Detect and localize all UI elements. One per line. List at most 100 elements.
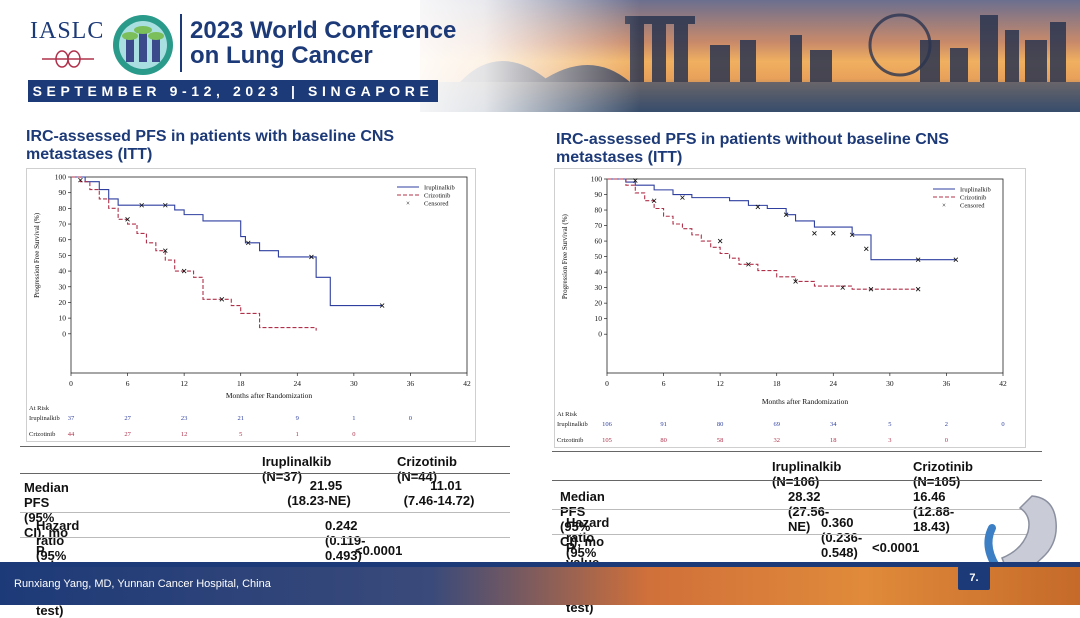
risk-count: 5 [888, 421, 891, 428]
plot-area-border [606, 178, 1004, 374]
risk-count: 37 [68, 415, 75, 422]
censored-mark [309, 254, 314, 260]
left-p-value: <0.0001 [355, 543, 403, 558]
x-tick-label: 24 [294, 379, 302, 388]
legend-entry: Iruplinalkib [424, 185, 455, 192]
x-tick-label: 12 [180, 379, 188, 388]
censored-mark [793, 279, 798, 284]
right-col-header-iruplinalkib: Iruplinalkib (N=106) [772, 459, 842, 489]
censored-mark [125, 217, 130, 222]
y-tick-label: 60 [595, 237, 603, 246]
x-tick-label: 42 [999, 379, 1007, 388]
censored-mark [633, 178, 638, 183]
y-tick-label: 40 [59, 267, 67, 276]
risk-count: 80 [660, 437, 667, 444]
left-hr-value: 0.242 (0.119-0.493) [325, 518, 366, 563]
y-tick-label: 0 [62, 329, 66, 338]
risk-count: 58 [717, 437, 724, 444]
at-risk-label: At Risk [29, 405, 50, 412]
legend-censored-symbol: × [942, 202, 946, 210]
page-number: 7. [958, 566, 990, 590]
iruplinalkib-survival-curve [71, 176, 383, 307]
x-tick-label: 42 [463, 379, 471, 388]
left-table-top-rule [20, 446, 510, 447]
y-tick-label: 100 [591, 175, 603, 184]
censored-mark [953, 257, 959, 262]
y-tick-label: 20 [59, 298, 67, 307]
censored-mark [717, 238, 723, 244]
censored-mark [163, 248, 168, 253]
right-median-crizotinib: 16.46 (12.88-18.43) [913, 489, 955, 534]
censored-mark [219, 297, 225, 302]
censored-mark [849, 232, 855, 238]
y-tick-label: 10 [595, 314, 603, 323]
risk-count: 27 [124, 431, 131, 438]
conference-banner: IASLC 2023 World Conference on Lung Canc… [0, 0, 1080, 112]
y-tick-label: 50 [595, 252, 603, 261]
risk-count: 0 [409, 415, 412, 422]
legend-entry: Crizotinib [424, 193, 450, 200]
at-risk-label: At Risk [557, 411, 578, 418]
x-axis-label: Months after Randomization [226, 391, 312, 400]
censored-mark [864, 246, 869, 252]
censored-mark [915, 257, 921, 262]
y-tick-label: 90 [59, 188, 67, 197]
y-tick-label: 70 [595, 221, 603, 230]
risk-count: 106 [602, 421, 613, 428]
censored-mark [755, 204, 761, 210]
censored-mark [78, 177, 83, 183]
legend-entry: Crizotinib [960, 195, 986, 202]
iaslc-logo: IASLC [30, 18, 105, 44]
y-tick-label: 80 [59, 204, 67, 213]
censored-mark [139, 202, 144, 208]
y-tick-label: 100 [55, 173, 67, 182]
censored-mark [746, 262, 751, 267]
conference-dates: SEPTEMBER 9-12, 2023 | SINGAPORE [28, 80, 438, 102]
iaslc-lung-emblem [42, 50, 94, 68]
presenter-credit: Runxiang Yang, MD, Yunnan Cancer Hospita… [14, 578, 271, 590]
right-chart-title: IRC-assessed PFS in patients without bas… [556, 131, 949, 166]
risk-count: 2 [945, 421, 948, 428]
risk-count: 9 [296, 415, 299, 422]
left-median-label: Median PFS (95% CI), mo [24, 480, 69, 540]
risk-count: 32 [773, 437, 780, 444]
y-tick-label: 60 [59, 235, 67, 244]
legend-censored-symbol: × [406, 200, 410, 208]
risk-row-label: Iruplinalkib [557, 421, 588, 428]
risk-count: 80 [717, 421, 724, 428]
censored-mark [163, 202, 168, 208]
risk-count: 0 [945, 437, 948, 444]
x-tick-label: 36 [943, 379, 951, 388]
y-tick-label: 50 [59, 251, 67, 260]
x-tick-label: 12 [716, 379, 724, 388]
censored-mark [181, 268, 187, 274]
x-tick-label: 6 [126, 379, 130, 388]
risk-count: 69 [773, 421, 780, 428]
censored-mark [812, 231, 817, 236]
y-tick-label: 30 [595, 283, 603, 292]
risk-count: 0 [352, 431, 355, 438]
legend-entry: Iruplinalkib [960, 187, 991, 194]
censored-mark [783, 212, 789, 217]
y-tick-label: 70 [59, 220, 67, 229]
y-tick-label: 40 [595, 268, 603, 277]
risk-count: 3 [888, 437, 891, 444]
risk-row-label: Crizotinib [557, 437, 583, 444]
x-tick-label: 18 [773, 379, 781, 388]
risk-count: 27 [124, 415, 131, 422]
crizotinib-survival-curve [71, 176, 317, 331]
right-hr-value: 0.360 (0.236-0.548) [821, 515, 863, 560]
censored-mark [680, 195, 685, 200]
risk-count: 1 [352, 415, 355, 422]
censored-mark [915, 286, 921, 292]
y-tick-label: 90 [595, 190, 603, 199]
risk-count: 44 [68, 431, 75, 438]
y-tick-label: 10 [59, 314, 67, 323]
x-tick-label: 6 [662, 379, 666, 388]
right-col-header-crizotinib: Crizotinib (N=105) [913, 459, 973, 489]
risk-count: 23 [181, 415, 188, 422]
y-tick-label: 20 [595, 299, 603, 308]
censored-mark [245, 240, 251, 246]
